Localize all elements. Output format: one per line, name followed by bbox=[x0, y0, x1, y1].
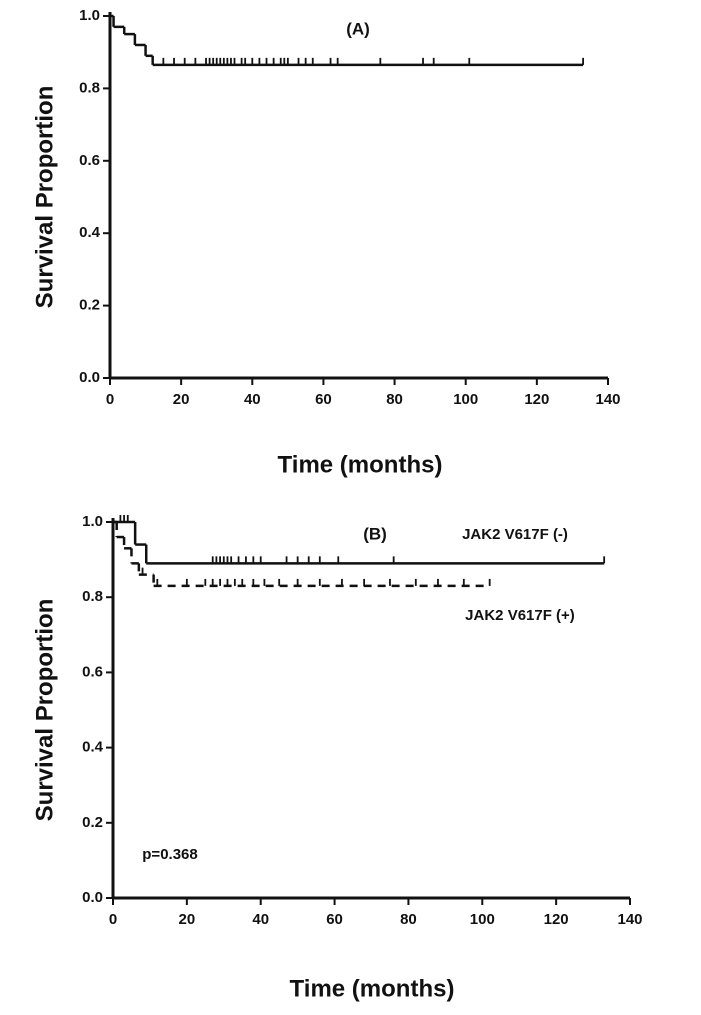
y-tick-label: 0.6 bbox=[79, 152, 100, 169]
y-tick-label: 0.6 bbox=[82, 663, 103, 680]
annotation: p=0.368 bbox=[142, 846, 197, 863]
y-tick-label: 0.8 bbox=[79, 79, 100, 96]
y-tick-label: 0.0 bbox=[79, 369, 100, 386]
x-tick-label: 40 bbox=[244, 391, 261, 408]
x-tick-label: 120 bbox=[524, 391, 549, 408]
x-tick-label: 120 bbox=[544, 911, 569, 928]
x-tick-label: 60 bbox=[326, 911, 343, 928]
x-tick-label: 100 bbox=[470, 911, 495, 928]
x-tick-label: 0 bbox=[109, 911, 117, 928]
y-tick-label: 1.0 bbox=[82, 513, 103, 530]
y-tick-label: 0.2 bbox=[79, 297, 100, 314]
y-tick-label: 0.2 bbox=[82, 814, 103, 831]
panel-title: (A) bbox=[346, 19, 370, 38]
y-tick-label: 0.4 bbox=[79, 224, 101, 241]
y-axis-label: Survival Proportion bbox=[31, 86, 58, 309]
x-tick-label: 20 bbox=[173, 391, 190, 408]
x-tick-label: 80 bbox=[386, 391, 403, 408]
panel-title: (B) bbox=[363, 524, 387, 543]
series-label: JAK2 V617F (-) bbox=[462, 526, 568, 543]
y-tick-label: 0.4 bbox=[82, 739, 104, 756]
x-tick-label: 40 bbox=[252, 911, 269, 928]
y-axis-label: Survival Proportion bbox=[31, 599, 58, 822]
x-axis-label: Time (months) bbox=[290, 975, 455, 1002]
y-tick-label: 0.0 bbox=[82, 889, 103, 906]
x-tick-label: 60 bbox=[315, 391, 332, 408]
x-tick-label: 20 bbox=[179, 911, 196, 928]
y-tick-label: 0.8 bbox=[82, 588, 103, 605]
x-axis-label: Time (months) bbox=[278, 451, 443, 478]
panel: 0 20 40 60 80 100 120 140 0.0 0.2 0.4 0.6 0.8 1.0 Time… bbox=[31, 7, 620, 478]
x-tick-label: 100 bbox=[453, 391, 478, 408]
x-tick-label: 0 bbox=[106, 391, 114, 408]
panel: 0 20 40 60 80 100 120 140 0.0 0.2 0.4 0.6 0.8 1.0 Time… bbox=[31, 513, 642, 1002]
x-tick-label: 80 bbox=[400, 911, 417, 928]
x-tick-label: 140 bbox=[617, 911, 642, 928]
y-tick-label: 1.0 bbox=[79, 7, 100, 24]
x-tick-label: 140 bbox=[595, 391, 620, 408]
series-label: JAK2 V617F (+) bbox=[465, 607, 575, 624]
